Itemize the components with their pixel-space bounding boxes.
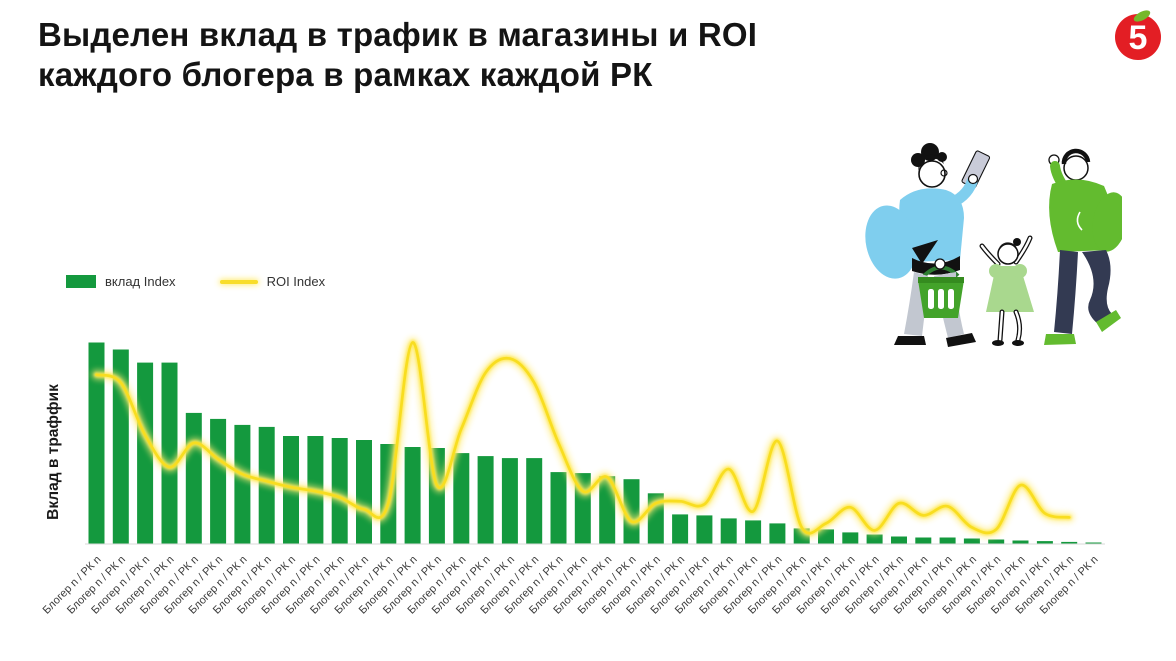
bar-vklad-index (453, 453, 470, 544)
slide-title: Выделен вклад в трафик в магазины и ROI … (38, 15, 757, 95)
bar-vklad-index (88, 342, 105, 544)
bar-vklad-index (745, 520, 762, 544)
bar-vklad-index (1061, 541, 1078, 544)
logo-digit: 5 (1129, 19, 1148, 57)
roi-index-line (95, 341, 1071, 535)
legend-label-roi: ROI Index (266, 274, 326, 289)
chart-legend: вклад Index ROI Index (66, 274, 325, 289)
bar-vklad-index (501, 458, 518, 544)
logo-leaf-icon (1133, 10, 1151, 22)
illustration-man (1044, 148, 1122, 345)
bar-vklad-index (963, 538, 980, 544)
brand-logo-pyaterochka: 5 (1115, 10, 1161, 60)
bar-vklad-index (161, 362, 178, 544)
illustration-child (979, 235, 1034, 346)
bar-vklad-index (842, 532, 859, 544)
bar-vklad-index (769, 523, 786, 544)
legend-line-swatch (219, 279, 258, 284)
bar-vklad-index (234, 424, 251, 544)
bar-vklad-index (1036, 541, 1053, 544)
bar-vklad-index (356, 440, 372, 544)
bar-vklad-index (915, 537, 932, 544)
slide-title-line1: Выделен вклад в трафик в магазины и ROI (38, 16, 758, 53)
bar-vklad-index (1012, 540, 1029, 544)
bar-vklad-index (939, 537, 956, 544)
bar-vklad-index (696, 515, 713, 544)
legend-label-vklad: вклад Index (105, 274, 176, 289)
bar-vklad-index (720, 518, 737, 544)
roi-line-group (91, 336, 1075, 539)
bar-vklad-index (988, 539, 1005, 544)
bar-vklad-index (404, 447, 421, 544)
bar-vklad-index (672, 514, 689, 544)
bar-vklad-index (550, 472, 567, 544)
bar-vklad-index (866, 534, 883, 544)
legend-bar-swatch (66, 275, 96, 288)
illustration-woman (865, 143, 991, 347)
legend-item-roi: ROI Index (219, 274, 326, 289)
bar-vklad-index (818, 529, 834, 544)
logo-circle (1115, 14, 1161, 60)
bar-vklad-index (185, 412, 202, 544)
bar-vklad-index (1085, 542, 1102, 544)
bar-vklad-index (210, 418, 227, 544)
bar-vklad-index (477, 456, 494, 544)
family-shopping-illustration (865, 143, 1122, 347)
bar-vklad-index (137, 362, 154, 544)
bar-vklad-index (331, 438, 348, 544)
bar-vklad-index (891, 536, 907, 544)
bar-vklad-index (526, 458, 543, 544)
legend-item-vklad: вклад Index (66, 274, 176, 289)
slide-title-line2: каждого блогера в рамках каждой РК (38, 56, 653, 93)
